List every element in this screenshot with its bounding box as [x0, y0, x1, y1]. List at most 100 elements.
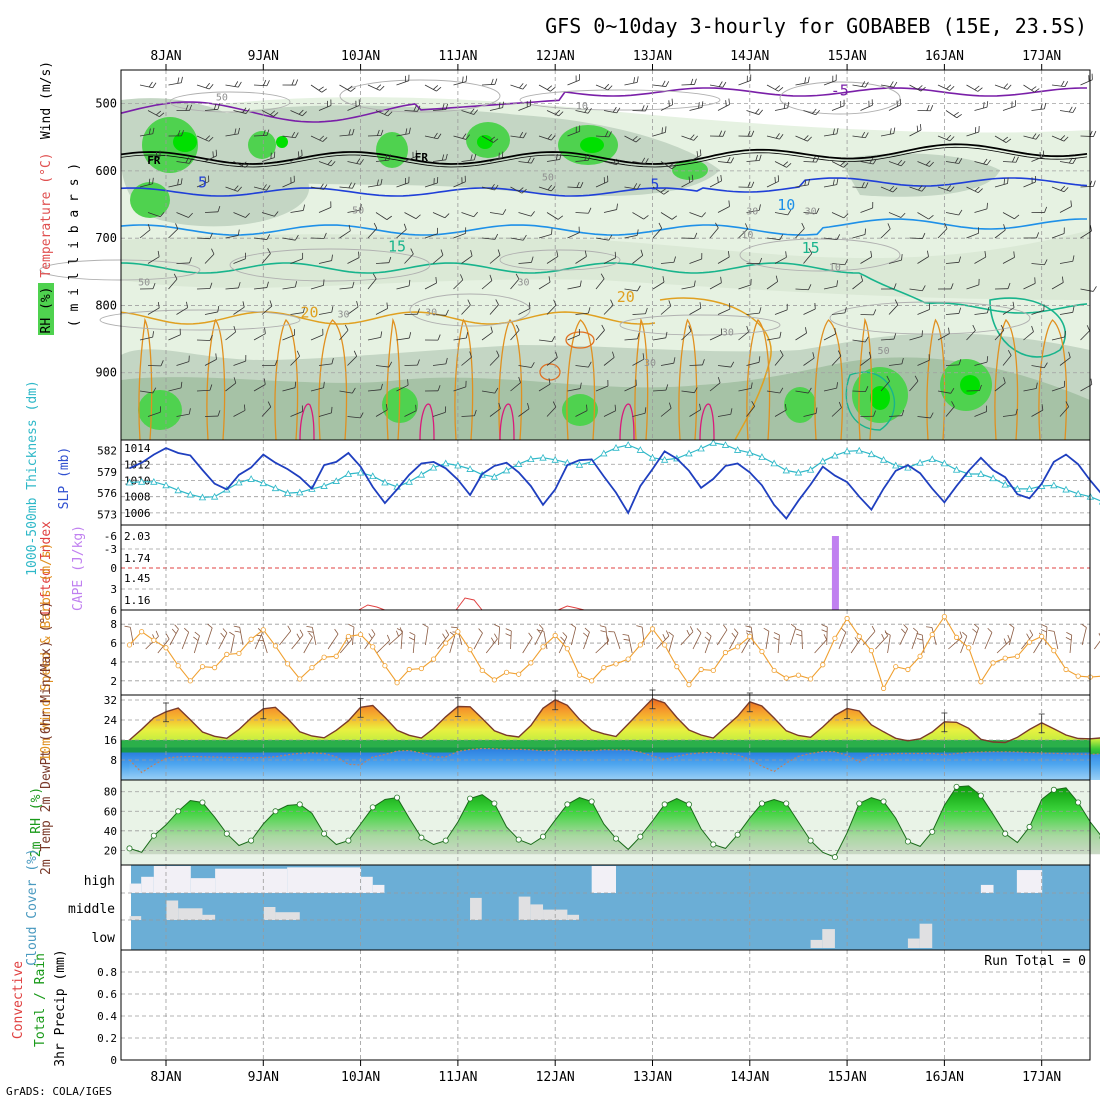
wind-barb	[310, 387, 324, 392]
wind-barb	[717, 308, 731, 315]
wind-barb	[567, 334, 580, 341]
isotherm-25	[746, 318, 771, 441]
wind-barb-flag	[124, 625, 131, 628]
wind-barb-flag	[893, 333, 897, 340]
wind-barb	[774, 355, 784, 366]
wind-speed-point	[625, 656, 631, 662]
rh-shade-saturated	[870, 386, 890, 410]
wind-barb-flag	[730, 408, 733, 415]
wind-barb-flag	[489, 274, 493, 281]
wind-barb-flag	[774, 85, 781, 90]
wind-barb-flag	[887, 223, 891, 230]
wind-barb-flag	[1044, 259, 1048, 265]
contour-label: 50	[878, 346, 890, 357]
wind-barb-flag	[1015, 408, 1018, 415]
wind-barb-flag	[588, 307, 591, 314]
wind-speed-point	[771, 667, 777, 674]
wind-barb-flag	[758, 109, 763, 115]
day-label-bottom: 13JAN	[633, 1070, 672, 1085]
wind-barb	[624, 135, 637, 143]
wind-barb-flag	[177, 77, 180, 84]
rh-point	[807, 837, 814, 844]
wind-barb-flag	[787, 209, 792, 216]
wind-barb-flag	[663, 190, 669, 195]
rh-point	[467, 795, 474, 802]
wind-barb	[823, 184, 837, 188]
day-label-top: 17JAN	[1022, 49, 1061, 64]
wind-barb-flag	[297, 151, 300, 158]
rh-shade-saturated	[960, 375, 980, 395]
cloud-block	[530, 904, 544, 920]
rh-shade-very-high	[248, 131, 276, 159]
wind-barb-flag	[815, 109, 820, 116]
wind-barb	[538, 84, 551, 92]
wind-barb	[424, 282, 437, 290]
wind-barb-flag	[1035, 382, 1038, 389]
wind-barb-flag	[266, 129, 270, 136]
wind-barb-flag	[733, 628, 739, 634]
wind-barb	[404, 110, 418, 112]
wind-barb-flag	[661, 80, 666, 87]
wind-barb-flag	[930, 105, 934, 111]
thickness-point	[758, 453, 766, 460]
wind-barb-flag	[294, 381, 297, 388]
wind-barb-flag	[238, 282, 241, 289]
wind-barb	[945, 110, 958, 119]
wind-speed-point	[199, 664, 206, 670]
wind-barb	[974, 312, 988, 315]
wind-barb	[937, 333, 950, 341]
wind-barb	[534, 628, 544, 646]
wind-barb	[795, 184, 809, 188]
rh-contour	[739, 238, 901, 272]
rh-contour	[499, 249, 621, 271]
wind-speed-point	[832, 635, 838, 641]
wind-barb-flag	[441, 154, 445, 161]
wind-barb	[432, 254, 444, 264]
wind-barb	[453, 386, 466, 392]
wind-barb	[449, 635, 456, 654]
wind-barb	[303, 637, 313, 654]
cloud-block	[907, 938, 920, 948]
wind-barb	[139, 84, 153, 89]
wind-barb	[689, 106, 703, 111]
temperature2m-axis-title: 2m Temp 2m DewPt (6hr Min/Max) (°C)	[39, 601, 54, 875]
wind-barb-flag	[465, 75, 468, 82]
wind-barb-flag	[180, 381, 183, 388]
wind-barb	[852, 390, 866, 393]
wind-barb-flag	[720, 174, 722, 181]
wind-barb-flag	[473, 109, 478, 115]
wind-barb	[945, 212, 959, 216]
wind-barb-flag	[553, 299, 557, 306]
wind-barb-flag	[986, 202, 988, 209]
wind-barb-flag	[930, 412, 934, 419]
cape-bar	[831, 536, 839, 610]
wind-barb-flag	[668, 162, 674, 168]
wind-barb	[290, 258, 303, 264]
wind-barb-flag	[958, 158, 963, 164]
wind-barb-flag	[616, 107, 621, 114]
cloud-block	[372, 884, 385, 893]
wind-barb	[396, 384, 409, 392]
wind-barb-flag	[1003, 178, 1006, 185]
wind-barb	[575, 410, 588, 417]
wind-barb	[461, 304, 471, 315]
wind-barb-flag	[408, 332, 412, 339]
wind-barb	[974, 161, 988, 166]
wind-barb-flag	[836, 382, 838, 389]
wind-barb-flag	[494, 184, 499, 191]
wind-barb-flag	[922, 285, 926, 291]
wind-barb-flag	[897, 159, 903, 165]
wind-speed-point	[856, 633, 862, 640]
wind-barb-flag	[470, 108, 475, 114]
rh-shade-saturated	[477, 135, 493, 149]
wind-barb	[510, 278, 520, 290]
wind-barb	[746, 110, 759, 115]
wind-barb	[396, 80, 409, 86]
wind-barb-flag	[186, 301, 188, 308]
wind-barb-flag	[233, 326, 237, 333]
wind-barb	[1059, 110, 1073, 113]
wind-barb-flag	[237, 186, 242, 192]
wind-barb	[575, 365, 589, 368]
wind-speed-point	[297, 676, 303, 682]
